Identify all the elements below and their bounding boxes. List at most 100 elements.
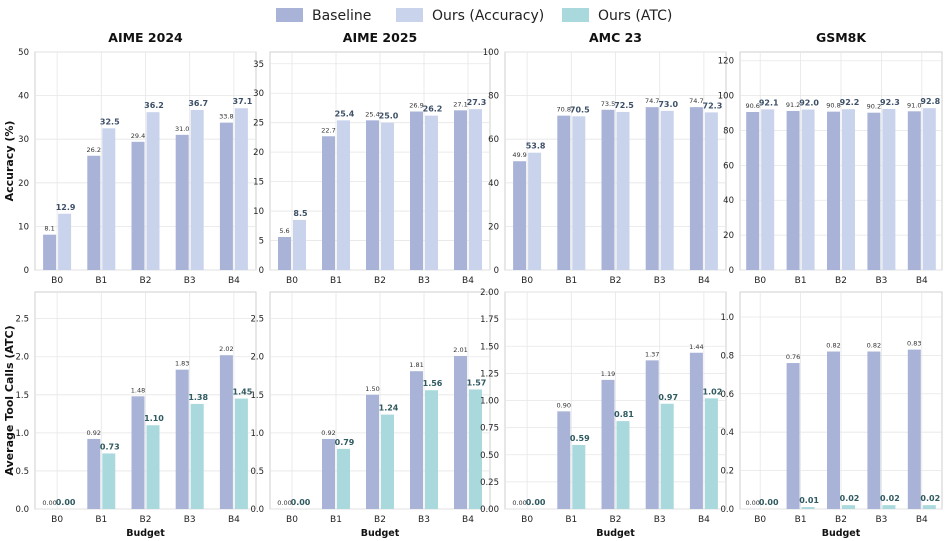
data-label-baseline: 90.6 bbox=[745, 102, 759, 110]
data-label-ours: 32.5 bbox=[100, 117, 120, 126]
x-tick-label: B4 bbox=[916, 276, 928, 286]
x-axis-label: Budget bbox=[596, 528, 635, 539]
x-tick-label: B0 bbox=[51, 515, 63, 525]
y-tick-label: 1.25 bbox=[480, 369, 499, 379]
y-tick-label: 40 bbox=[18, 92, 29, 102]
x-tick-label: B2 bbox=[140, 515, 152, 525]
y-tick-label: 10 bbox=[253, 207, 264, 217]
data-label-ours: 92.1 bbox=[759, 98, 779, 107]
y-tick-label: 0.00 bbox=[480, 505, 499, 515]
x-tick-label: B1 bbox=[565, 515, 577, 525]
y-tick-label: 0.50 bbox=[480, 451, 499, 461]
bar-ours-atc bbox=[337, 448, 350, 509]
bar-ours-accuracy bbox=[337, 120, 350, 270]
data-label-baseline: 1.48 bbox=[131, 386, 145, 394]
y-axis-label: Accuracy (%) bbox=[3, 121, 16, 202]
y-tick-label: 20 bbox=[488, 222, 499, 232]
data-label-ours: 8.5 bbox=[293, 209, 308, 218]
y-axis-label: Average Tool Calls (ATC) bbox=[3, 325, 16, 475]
bar-baseline bbox=[786, 110, 800, 270]
y-tick-label: 30 bbox=[18, 135, 29, 145]
data-label-baseline: 90.2 bbox=[867, 103, 881, 111]
x-tick-label: B1 bbox=[330, 276, 342, 286]
bar-baseline bbox=[175, 134, 189, 270]
bar-baseline bbox=[278, 237, 291, 270]
y-tick-label: 0.75 bbox=[480, 424, 499, 434]
bar-ours-accuracy bbox=[801, 109, 815, 270]
data-label-baseline: 0.82 bbox=[867, 342, 881, 350]
y-tick-label: 20 bbox=[723, 231, 734, 241]
x-tick-label: B3 bbox=[654, 276, 666, 286]
bar-ours-atc bbox=[102, 453, 116, 509]
data-label-baseline: 70.8 bbox=[557, 106, 571, 114]
y-tick-label: 0 bbox=[729, 266, 734, 276]
x-tick-label: B1 bbox=[565, 276, 577, 286]
panel-title: AIME 2025 bbox=[343, 30, 417, 45]
x-axis-label: Budget bbox=[361, 528, 400, 539]
x-tick-label: B1 bbox=[95, 276, 107, 286]
bar-ours-atc bbox=[801, 507, 815, 509]
x-tick-label: B4 bbox=[462, 515, 474, 525]
data-label-baseline: 0.76 bbox=[786, 353, 800, 361]
bar-baseline bbox=[87, 155, 101, 270]
x-tick-label: B2 bbox=[140, 276, 152, 286]
data-label-baseline: 1.50 bbox=[365, 385, 379, 393]
x-tick-label: B0 bbox=[521, 515, 533, 525]
x-tick-label: B3 bbox=[875, 276, 887, 286]
data-label-baseline: 0.82 bbox=[826, 342, 840, 350]
data-label-ours: 0.00 bbox=[526, 498, 546, 507]
x-tick-label: B3 bbox=[418, 515, 430, 525]
y-tick-label: 1.0 bbox=[15, 429, 29, 439]
bar-baseline bbox=[557, 115, 571, 270]
chart-panel-4: 0 20 40 60 80 100 120 GSM8K B0 90.692.1 B1 91.292.0… bbox=[718, 30, 943, 286]
data-label-baseline: 2.01 bbox=[453, 346, 467, 354]
x-tick-label: B2 bbox=[610, 515, 622, 525]
bar-baseline bbox=[907, 111, 921, 271]
legend: Baseline Ours (Accuracy) Ours (ATC) bbox=[276, 8, 672, 24]
panel-title: GSM8K bbox=[816, 30, 867, 45]
y-tick-label: 30 bbox=[253, 89, 264, 99]
y-tick-label: 25 bbox=[253, 119, 264, 129]
bar-baseline bbox=[689, 107, 703, 271]
x-tick-label: B4 bbox=[462, 276, 474, 286]
data-label-baseline: 26.9 bbox=[409, 102, 423, 110]
bar-baseline bbox=[322, 438, 335, 509]
data-label-ours: 12.9 bbox=[56, 203, 76, 212]
x-tick-label: B3 bbox=[875, 515, 887, 525]
data-label-ours: 0.02 bbox=[840, 494, 860, 503]
y-tick-label: 1.0 bbox=[720, 313, 734, 323]
bar-baseline bbox=[601, 379, 615, 509]
data-label-baseline: 0.92 bbox=[87, 429, 101, 437]
legend-label-ours-atc: Ours (ATC) bbox=[598, 8, 672, 24]
data-label-ours: 0.73 bbox=[100, 442, 120, 451]
y-tick-label: 40 bbox=[488, 179, 499, 189]
y-tick-label: 0.5 bbox=[250, 467, 264, 477]
data-label-baseline: 91.0 bbox=[907, 101, 921, 109]
data-label-baseline: 1.81 bbox=[409, 361, 423, 369]
panel-title: AMC 23 bbox=[589, 30, 642, 45]
panel-title: AIME 2024 bbox=[108, 30, 183, 45]
x-tick-label: B1 bbox=[795, 515, 807, 525]
data-label-baseline: 90.8 bbox=[826, 102, 840, 110]
data-label-ours: 1.56 bbox=[423, 379, 443, 388]
data-label-ours: 0.00 bbox=[291, 498, 311, 507]
bar-ours-atc bbox=[146, 425, 160, 509]
y-tick-label: 2.0 bbox=[15, 353, 29, 363]
bar-ours-accuracy bbox=[660, 110, 674, 270]
x-tick-label: B0 bbox=[286, 515, 298, 525]
legend-swatch-baseline bbox=[276, 8, 303, 22]
y-tick-label: 0.2 bbox=[720, 467, 734, 477]
data-label-ours: 36.2 bbox=[144, 101, 164, 110]
data-label-baseline: 22.7 bbox=[321, 126, 335, 134]
data-label-ours: 92.8 bbox=[920, 97, 940, 106]
bar-ours-atc bbox=[660, 403, 674, 509]
bar-baseline bbox=[410, 371, 423, 509]
y-tick-label: 1.50 bbox=[480, 342, 499, 352]
bar-ours-accuracy bbox=[190, 109, 204, 270]
data-label-baseline: 31.0 bbox=[175, 125, 189, 133]
data-label-baseline: 0.00 bbox=[745, 499, 759, 507]
data-label-baseline: 0.92 bbox=[321, 429, 335, 437]
bar-ours-atc bbox=[381, 414, 394, 509]
